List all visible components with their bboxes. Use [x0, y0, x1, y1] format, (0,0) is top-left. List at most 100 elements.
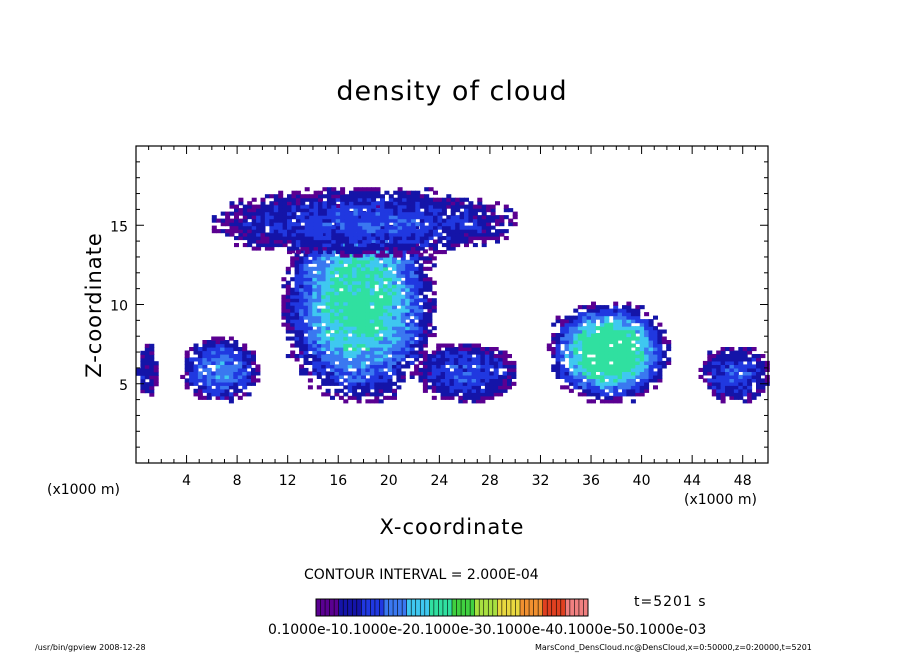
cloud-cell: [433, 250, 438, 255]
cloud-cell: [330, 284, 335, 289]
cloud-cell: [418, 312, 424, 317]
cloud-cell: [657, 347, 663, 352]
cloud-cell: [644, 381, 650, 386]
cloud-cell: [414, 322, 420, 327]
cloud-cell: [383, 308, 389, 313]
cloud-cell: [635, 388, 641, 393]
cloud-cell: [291, 239, 297, 244]
cloud-cell: [356, 399, 362, 404]
cloud-cell: [321, 343, 327, 348]
cloud-cell: [648, 333, 654, 338]
cloud-cell: [626, 301, 632, 306]
cloud-cell: [595, 308, 601, 313]
cloud-cell: [472, 218, 478, 223]
cloud-cell: [446, 239, 452, 244]
cloud-cell: [455, 218, 461, 223]
cloud-cell: [294, 319, 300, 324]
cloud-cell: [410, 197, 416, 202]
cloud-cell: [747, 371, 753, 376]
cloud-cell: [325, 308, 331, 313]
cloud-cell: [242, 364, 248, 369]
cloud-cell: [325, 326, 331, 331]
cloud-cell: [453, 347, 459, 352]
cloud-cell: [756, 371, 761, 376]
cloud-cell: [392, 280, 397, 285]
cloud-cell: [568, 364, 574, 369]
cloud-cell: [361, 333, 366, 338]
cloud-cell: [582, 360, 588, 365]
cloud-cell: [573, 367, 579, 372]
cloud-cell: [338, 259, 344, 264]
cloud-cell: [622, 354, 627, 359]
cloud-cell: [573, 360, 579, 365]
colorbar-segment: [438, 599, 444, 616]
cloud-cell: [455, 239, 461, 244]
cloud-cell: [338, 367, 344, 372]
cloud-cell: [343, 326, 349, 331]
cloud-cell: [224, 381, 230, 386]
cloud-cell: [291, 232, 297, 237]
cloud-cell: [387, 319, 393, 324]
cloud-cell: [392, 350, 397, 355]
cloud-cell: [144, 350, 150, 355]
cloud-cell: [206, 381, 212, 386]
cloud-cell: [380, 194, 385, 199]
cloud-cell: [462, 357, 468, 362]
cloud-cell: [582, 385, 588, 390]
cloud-cell: [247, 232, 253, 237]
cloud-cell: [374, 308, 380, 313]
cloud-cell: [477, 225, 483, 230]
cloud-cell: [630, 315, 636, 320]
cloud-cell: [307, 252, 313, 257]
cloud-cell: [387, 277, 393, 282]
cloud-cell: [251, 367, 256, 372]
cloud-cell: [591, 336, 596, 341]
cloud-cell: [414, 364, 420, 369]
cloud-cell: [396, 270, 402, 275]
cloud-cell: [414, 242, 420, 247]
cloud-cell: [335, 243, 341, 248]
cloud-cell: [459, 232, 465, 237]
cloud-cell: [653, 326, 658, 331]
cloud-cell: [489, 395, 495, 400]
cloud-cell: [224, 364, 230, 369]
cloud-cell: [720, 381, 726, 386]
colorbar-segment: [479, 599, 485, 616]
cloud-cell: [294, 266, 300, 271]
cloud-cell: [393, 246, 399, 251]
cloud-cell: [711, 360, 717, 365]
cloud-cell: [644, 343, 650, 348]
cloud-cell: [334, 298, 340, 303]
cloud-cell: [352, 273, 358, 278]
cloud-cell: [499, 229, 505, 234]
cloud-cell: [436, 388, 442, 393]
cloud-cell: [387, 322, 393, 327]
cloud-cell: [414, 277, 420, 282]
cloud-cell: [251, 204, 257, 209]
cloud-cell: [325, 364, 331, 369]
cloud-cell: [415, 204, 421, 209]
cloud-cell: [220, 388, 226, 393]
cloud-cell: [613, 392, 619, 397]
cloud-cell: [347, 252, 353, 257]
cloud-cell: [476, 378, 481, 383]
cloud-cell: [366, 211, 372, 216]
cloud-cell: [365, 392, 371, 397]
cloud-cell: [343, 343, 349, 348]
cloud-cell: [380, 243, 385, 248]
cloud-cell: [260, 236, 266, 241]
cloud-cell: [445, 388, 450, 393]
cloud-cell: [325, 273, 331, 278]
cloud-cell: [409, 294, 415, 299]
cloud-cell: [458, 385, 464, 390]
cloud-cell: [396, 364, 402, 369]
cloud-cell: [630, 367, 636, 372]
cloud-cell: [468, 225, 474, 230]
cloud-cell: [375, 229, 381, 234]
colorbar-segment: [411, 599, 417, 616]
cloud-cell: [242, 354, 248, 359]
cloud-cell: [573, 371, 579, 376]
cloud-cell: [374, 343, 380, 348]
cloud-cell: [321, 284, 327, 289]
cloud-cell: [405, 301, 411, 306]
